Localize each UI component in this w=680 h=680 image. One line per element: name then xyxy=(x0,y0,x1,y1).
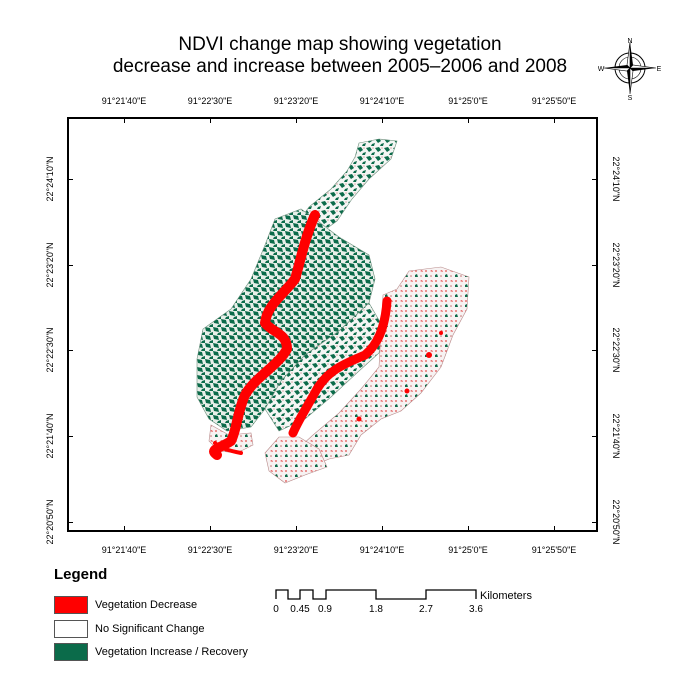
frame-tick xyxy=(382,526,383,532)
compass-w-label: W xyxy=(598,66,605,73)
scale-bar-label: 1.8 xyxy=(369,604,383,615)
decrease-patch xyxy=(356,416,362,422)
frame-tick xyxy=(67,265,73,266)
compass-s-label: S xyxy=(628,95,633,100)
scale-bar-unit: Kilometers xyxy=(480,590,532,602)
frame-tick xyxy=(67,522,73,523)
compass-e-label: E xyxy=(657,66,662,73)
frame-tick xyxy=(468,526,469,532)
graticule-top-label: 91°25'0"E xyxy=(448,96,488,106)
frame-tick xyxy=(592,436,598,437)
river-decrease-band-west xyxy=(209,210,320,460)
map-canvas xyxy=(196,138,470,484)
frame-tick xyxy=(468,117,469,123)
legend-swatch-increase xyxy=(54,643,88,661)
graticule-top-label: 91°21'40"E xyxy=(101,96,147,106)
compass-n-label: N xyxy=(627,38,632,45)
graticule-left-label: 22°23'20"N xyxy=(45,242,55,288)
graticule-right-label: 22°20'50"N xyxy=(611,499,621,545)
graticule-bottom-label: 91°21'40"E xyxy=(101,545,147,555)
graticule-right-label: 22°22'30"N xyxy=(611,327,621,373)
map-title-line-2: decrease and increase between 2005–2006 … xyxy=(112,56,568,77)
legend-title: Legend xyxy=(54,566,108,583)
graticule-left-label: 22°20'50"N xyxy=(45,499,55,545)
frame-tick xyxy=(554,117,555,123)
legend-swatch-no-change xyxy=(54,620,88,638)
frame-tick xyxy=(124,117,125,123)
graticule-left-label: 22°24'10"N xyxy=(45,156,55,202)
study-area-south-peninsula xyxy=(264,436,328,484)
frame-tick xyxy=(296,526,297,532)
legend-label: Vegetation Decrease xyxy=(95,599,198,611)
frame-tick xyxy=(592,522,598,523)
graticule-top-label: 91°25'50"E xyxy=(531,96,577,106)
frame-tick xyxy=(67,436,73,437)
river-decrease-tail xyxy=(213,441,243,455)
graticule-left-label: 22°22'30"N xyxy=(45,327,55,373)
decrease-patch xyxy=(426,352,432,358)
frame-tick xyxy=(124,526,125,532)
graticule-bottom-label: 91°23'20"E xyxy=(273,545,319,555)
study-area-east-lobe xyxy=(290,266,470,472)
scale-bar-label: 0.45 xyxy=(290,604,310,615)
scale-bar-label: 3.6 xyxy=(469,604,483,615)
frame-tick xyxy=(592,179,598,180)
decrease-patch xyxy=(404,388,410,394)
scale-bar-label: 0.9 xyxy=(318,604,332,615)
frame-tick xyxy=(382,117,383,123)
decrease-patch xyxy=(439,331,443,335)
frame-tick xyxy=(592,350,598,351)
graticule-top-label: 91°23'20"E xyxy=(273,96,319,106)
scale-bar xyxy=(275,589,477,600)
graticule-bottom-label: 91°22'30"E xyxy=(187,545,233,555)
frame-tick xyxy=(592,265,598,266)
frame-tick xyxy=(67,350,73,351)
legend-swatch-decrease xyxy=(54,596,88,614)
legend-label: Vegetation Increase / Recovery xyxy=(95,646,248,658)
river-decrease-band-east xyxy=(288,296,392,438)
graticule-right-label: 22°21'40"N xyxy=(611,413,621,459)
graticule-bottom-label: 91°25'50"E xyxy=(531,545,577,555)
frame-tick xyxy=(554,526,555,532)
scale-bar-label: 2.7 xyxy=(419,604,433,615)
graticule-bottom-label: 91°24'10"E xyxy=(359,545,405,555)
legend-label: No Significant Change xyxy=(95,623,205,635)
compass-rose-icon: N S E W xyxy=(598,38,662,100)
graticule-right-label: 22°23'20"N xyxy=(611,242,621,288)
graticule-right-label: 22°24'10"N xyxy=(611,156,621,202)
graticule-top-label: 91°22'30"E xyxy=(187,96,233,106)
frame-tick xyxy=(210,117,211,123)
map-title-line-1: NDVI change map showing vegetation xyxy=(178,34,502,55)
map-title: NDVI change map showing vegetation decre… xyxy=(0,34,680,78)
frame-tick xyxy=(296,117,297,123)
frame-tick xyxy=(210,526,211,532)
graticule-left-label: 22°21'40"N xyxy=(45,413,55,459)
study-area-west-lobe xyxy=(196,208,376,432)
scale-bar-label: 0 xyxy=(273,604,279,615)
map-frame xyxy=(67,117,598,532)
graticule-bottom-label: 91°25'0"E xyxy=(448,545,488,555)
frame-tick xyxy=(67,179,73,180)
graticule-top-label: 91°24'10"E xyxy=(359,96,405,106)
